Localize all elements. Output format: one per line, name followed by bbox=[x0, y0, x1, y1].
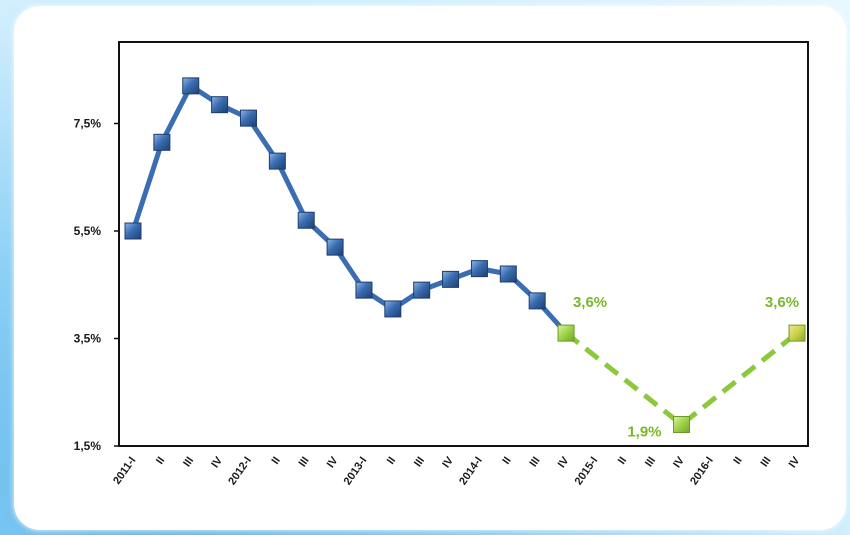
x-tick-label: IV bbox=[209, 454, 225, 470]
x-tick-label: II bbox=[154, 455, 167, 467]
x-tick-label: IV bbox=[671, 454, 687, 470]
data-point-marker bbox=[499, 265, 517, 283]
data-label: 1,9% bbox=[627, 424, 661, 441]
x-tick-label: II bbox=[500, 455, 513, 467]
data-point-marker bbox=[788, 324, 806, 342]
x-tick-label: 2016-I bbox=[688, 455, 716, 487]
y-tick-label: 7,5% bbox=[74, 117, 102, 131]
data-point-marker bbox=[413, 281, 431, 299]
data-point-marker bbox=[268, 152, 286, 170]
data-point-marker bbox=[182, 77, 200, 95]
data-point-marker bbox=[442, 270, 460, 288]
x-tick-label: 2012-I bbox=[226, 455, 254, 487]
x-tick-label: III bbox=[297, 455, 312, 469]
x-tick-label: 2013-I bbox=[342, 455, 370, 487]
data-point-marker bbox=[673, 416, 691, 433]
x-tick-label: IV bbox=[440, 454, 456, 470]
data-point-marker bbox=[528, 292, 546, 310]
series-line-0 bbox=[130, 83, 569, 336]
x-tick-label: 2015-I bbox=[573, 455, 601, 487]
x-tick-label: III bbox=[412, 455, 427, 469]
data-point-marker bbox=[124, 222, 142, 240]
x-tick-label: II bbox=[385, 455, 398, 467]
data-label: 3,6% bbox=[573, 294, 607, 311]
data-point-marker bbox=[355, 281, 373, 299]
x-tick-label: III bbox=[181, 455, 196, 469]
x-tick-label: 2014-I bbox=[457, 455, 485, 487]
x-tick-label: II bbox=[616, 455, 629, 467]
data-label: 3,6% bbox=[765, 294, 799, 311]
y-tick-label: 5,5% bbox=[74, 224, 102, 238]
x-tick-label: IV bbox=[556, 454, 572, 470]
x-tick-label: IV bbox=[325, 454, 341, 470]
y-tick-label: 1,5% bbox=[74, 439, 102, 453]
data-point-marker bbox=[211, 96, 229, 114]
data-point-marker bbox=[557, 324, 575, 342]
data-point-marker bbox=[239, 109, 257, 127]
x-tick-label: III bbox=[758, 455, 773, 469]
y-tick-label: 3,5% bbox=[74, 332, 102, 346]
data-point-marker bbox=[297, 211, 315, 229]
data-point-marker bbox=[384, 300, 402, 318]
data-point-marker bbox=[470, 260, 488, 278]
x-tick-label: II bbox=[731, 455, 744, 467]
data-point-marker bbox=[153, 133, 171, 151]
x-tick-label: II bbox=[269, 455, 282, 467]
x-tick-label: III bbox=[643, 455, 658, 469]
x-tick-label: IV bbox=[787, 454, 803, 470]
data-point-marker bbox=[326, 238, 344, 256]
x-tick-label: III bbox=[528, 455, 543, 469]
x-tick-label: 2011-I bbox=[111, 455, 138, 487]
